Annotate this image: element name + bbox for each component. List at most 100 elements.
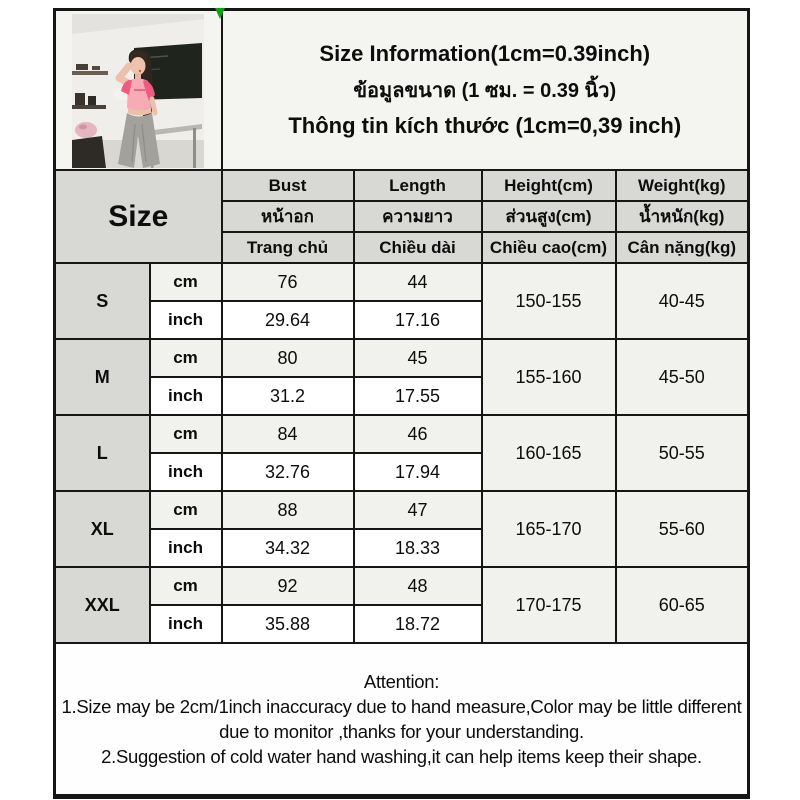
product-photo [72,14,204,168]
table-row-xxl-inch: inch 35.88 18.72 [55,604,749,644]
attention-heading: Attention: [363,671,440,692]
dark-table [72,136,106,168]
attention-note-1: 1.Size may be 2cm/1inch inaccuracy due t… [61,696,742,742]
header-row-thai: หน้าอก ความยาว ส่วนสูง(cm) น้ำหนัก(kg) [55,200,750,233]
col-header-height-vi: Chiều cao(cm) [480,231,617,264]
lower-arm [149,96,158,116]
attention-note-2: 2.Suggestion of cold water hand washing,… [101,746,702,767]
unit-label-cm: cm [148,262,223,302]
col-header-length-th: ความยาว [352,200,483,233]
weight-range-m: 45-50 [614,338,750,416]
col-header-weight-vi: Cân nặng(kg) [614,231,750,264]
unit-label-inch: inch [148,300,223,340]
unit-label-inch: inch [148,376,223,416]
table-row-m-cm: M cm 80 45 155-160 45-50 [53,338,750,416]
title-cell: Size Information(1cm=0.39inch) ข้อมูลขนา… [220,8,750,171]
bust-inch-xl: 34.32 [220,528,355,568]
title-english: Size Information(1cm=0.39inch) [319,41,651,66]
raglan-sleeve-right [143,80,155,101]
weight-range-l: 50-55 [614,414,750,492]
length-cm-s: 44 [352,262,483,302]
col-header-weight-en: Weight(kg) [614,169,750,202]
desk-top [146,124,202,136]
unit-label-inch: inch [148,452,223,492]
pink-bag [75,122,97,138]
length-inch-s: 17.16 [352,300,483,340]
bust-cm-s: 76 [220,262,355,302]
attention-cell: Attention: 1.Size may be 2cm/1inch inacc… [53,642,750,798]
col-header-length-en: Length [352,169,483,202]
size-chart-sheet: Size Information(1cm=0.39inch) ข้อมูลขนา… [53,8,750,799]
header-row-vietnamese: Trang chủ Chiều dài Chiều cao(cm) Cân nặ… [55,231,750,264]
table-row-s-inch: inch 29.64 17.16 [55,300,749,340]
size-label-l: L [53,414,151,492]
col-header-bust-vi: Trang chủ [220,231,355,264]
height-range-xxl: 170-175 [480,566,617,644]
col-header-length-vi: Chiều dài [352,231,483,264]
table-row-m-inch: inch 31.2 17.55 [55,376,749,416]
height-range-l: 160-165 [480,414,617,492]
table-row-xl-inch: inch 34.32 18.33 [55,528,749,568]
bust-cm-xxl: 92 [220,566,355,606]
unit-label-cm: cm [148,414,223,454]
waist [128,107,151,116]
unit-label-cm: cm [148,566,223,606]
product-photo-illustration [72,14,204,168]
model-figure [114,49,160,168]
length-cm-m: 45 [352,338,483,378]
weight-range-xxl: 60-65 [614,566,750,644]
bust-cm-l: 84 [220,414,355,454]
size-label-xl: XL [53,490,151,568]
size-table: Size Information(1cm=0.39inch) ข้อมูลขนา… [53,8,750,799]
table-row-l-cm: L cm 84 46 160-165 50-55 [53,414,750,492]
neck [135,73,141,80]
size-label-m: M [53,338,151,416]
unit-label-cm: cm [148,490,223,530]
wall-shelf [72,71,108,75]
table-row-s-cm: S cm 76 44 150-155 40-45 [53,262,750,340]
size-label-s: S [53,262,151,340]
unit-label-inch: inch [148,528,223,568]
title-thai: ข้อมูลขนาด (1 ซม. = 0.39 นิ้ว) [353,80,617,102]
size-label-xxl: XXL [53,566,151,644]
col-header-bust-en: Bust [220,169,355,202]
length-inch-xl: 18.33 [352,528,483,568]
face [130,57,146,75]
bust-inch-xxl: 35.88 [220,604,355,644]
length-inch-m: 17.55 [352,376,483,416]
col-header-weight-th: น้ำหนัก(kg) [614,200,750,233]
col-header-bust-th: หน้าอก [220,200,355,233]
wall-shelf-lower [72,105,106,109]
bust-inch-m: 31.2 [220,376,355,416]
bust-inch-l: 32.76 [220,452,355,492]
height-range-s: 150-155 [480,262,617,340]
col-header-height-en: Height(cm) [480,169,617,202]
size-header: Size [53,169,223,264]
ceiling-edge [72,14,204,34]
bust-cm-m: 80 [220,338,355,378]
green-corner-marker [215,8,225,19]
bust-cm-xl: 88 [220,490,355,530]
length-cm-xl: 47 [352,490,483,530]
bust-inch-s: 29.64 [220,300,355,340]
height-range-m: 155-160 [480,338,617,416]
attention-row: Attention: 1.Size may be 2cm/1inch inacc… [53,642,750,798]
top-row: Size Information(1cm=0.39inch) ข้อมูลขนา… [53,8,750,171]
length-inch-l: 17.94 [352,452,483,492]
weight-range-s: 40-45 [614,262,750,340]
title-vietnamese: Thông tin kích thước (1cm=0,39 inch) [288,113,682,138]
length-cm-xxl: 48 [352,566,483,606]
weight-range-xl: 55-60 [614,490,750,568]
length-cm-l: 46 [352,414,483,454]
unit-label-cm: cm [148,338,223,378]
unit-label-inch: inch [148,604,223,644]
col-header-height-th: ส่วนสูง(cm) [480,200,617,233]
raglan-sleeve-left [121,80,132,95]
height-range-xl: 165-170 [480,490,617,568]
chest-print [134,89,145,91]
product-photo-cell [53,8,223,171]
table-row-xxl-cm: XXL cm 92 48 170-175 60-65 [53,566,750,644]
table-row-l-inch: inch 32.76 17.94 [55,452,749,492]
trousers [118,113,160,168]
